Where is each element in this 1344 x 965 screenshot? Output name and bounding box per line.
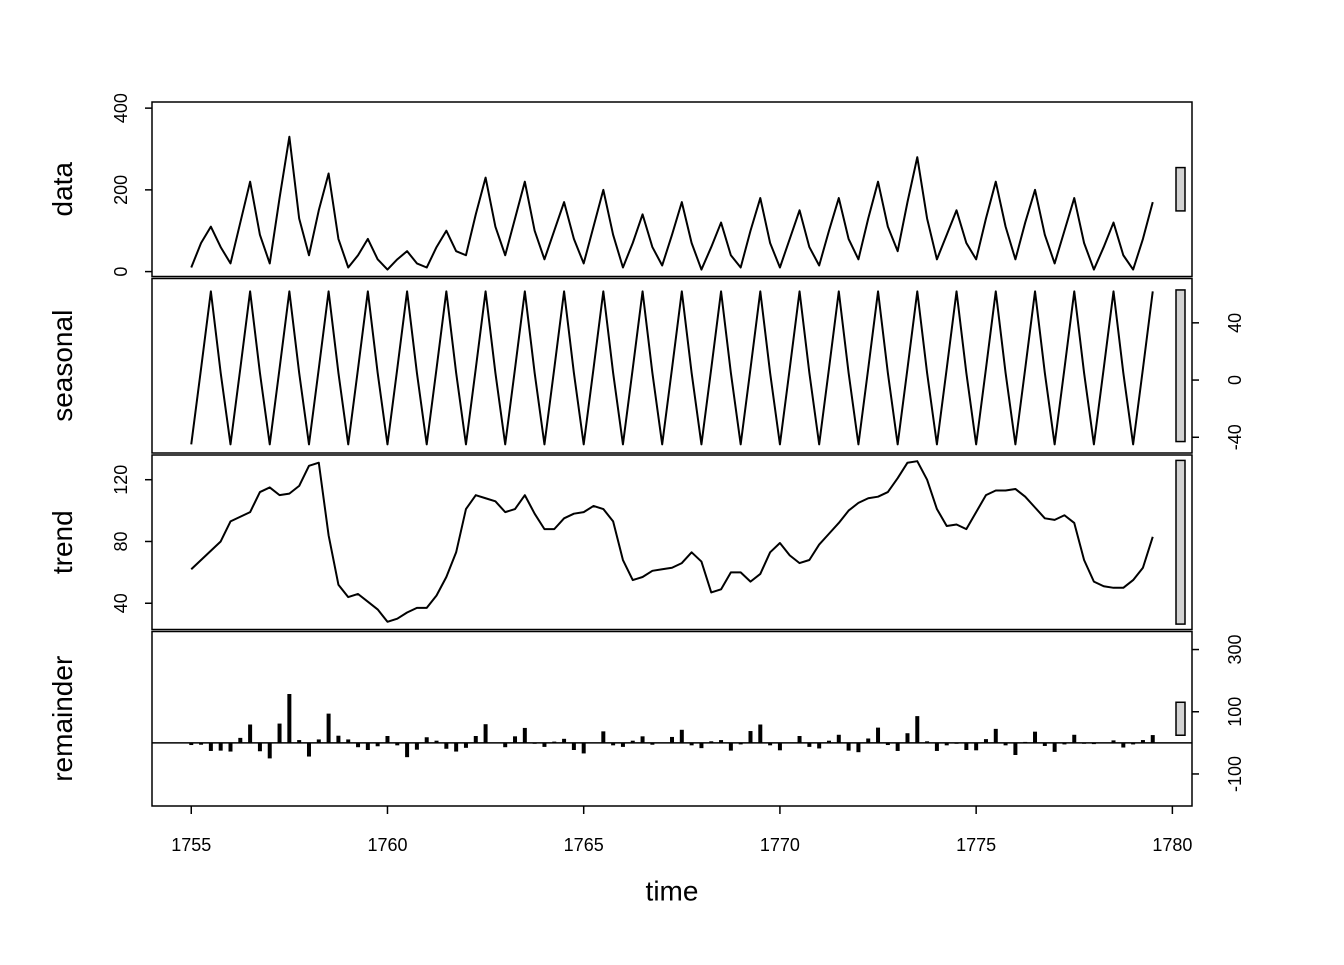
range-bar (1175, 289, 1186, 443)
y-tick-label: 200 (111, 175, 131, 205)
y-tick-label: 120 (111, 465, 131, 495)
x-axis-title: time (646, 875, 699, 906)
panel-label: data (47, 162, 78, 217)
y-tick-label: 0 (1225, 375, 1245, 385)
series-line (190, 460, 1154, 623)
panel-frame (151, 277, 1193, 454)
y-tick-label: 100 (1225, 697, 1245, 727)
panel-frame (151, 454, 1193, 631)
panel-label: remainder (47, 656, 78, 782)
panel-label: trend (47, 510, 78, 574)
y-tick-label: 300 (1225, 635, 1245, 665)
panel-label: seasonal (47, 310, 78, 422)
series-line (190, 135, 1154, 271)
y-tick-label: 40 (1225, 313, 1245, 333)
x-tick-label: 1780 (1152, 835, 1192, 855)
y-tick-label: 80 (111, 531, 131, 551)
range-bar (1175, 701, 1186, 736)
x-tick-label: 1765 (564, 835, 604, 855)
series-line (190, 290, 1154, 446)
range-bar (1175, 166, 1186, 212)
y-tick-label: 400 (111, 93, 131, 123)
x-tick-label: 1755 (171, 835, 211, 855)
y-tick-label: -100 (1225, 756, 1245, 792)
y-tick-label: -40 (1225, 424, 1245, 450)
x-tick-label: 1775 (956, 835, 996, 855)
x-tick-label: 1760 (367, 835, 407, 855)
y-tick-label: 0 (111, 267, 131, 277)
y-tick-label: 40 (111, 593, 131, 613)
x-tick-label: 1770 (760, 835, 800, 855)
panel-frame (151, 630, 1193, 807)
range-bar (1175, 459, 1186, 625)
